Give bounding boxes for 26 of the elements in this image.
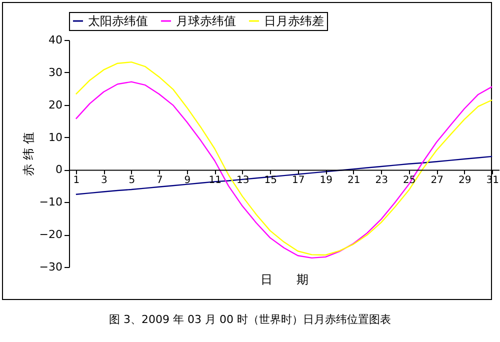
y-tick-label: 0 (56, 163, 62, 176)
x-tick-label: 21 (347, 175, 360, 186)
x-axis-title: 日 期 (260, 272, 308, 286)
y-tick-label: 30 (48, 66, 62, 79)
x-tick-label: 27 (430, 175, 444, 186)
x-tick-label: 3 (100, 175, 108, 186)
x-tick-label: 17 (292, 175, 305, 186)
caption: 图 3、2009 年 03 月 00 时（世界时）日月赤纬位置图表 (108, 312, 392, 327)
legend-label: 月球赤纬值 (176, 14, 236, 28)
x-tick-label: 19 (320, 175, 332, 186)
y-tick-label: 10 (48, 130, 62, 144)
x-tick-label: 7 (156, 175, 163, 186)
y-axis-title: 赤 纬 值 (21, 132, 36, 176)
x-tick-label: 15 (264, 175, 277, 186)
y-tick-label: 20 (48, 98, 62, 112)
x-tick-label: 29 (458, 175, 472, 186)
x-tick-label: 1 (73, 175, 80, 186)
legend-label: 日月赤纬差 (264, 14, 324, 28)
y-tick-label: 40 (48, 34, 62, 46)
y-tick-label: −20 (39, 228, 62, 242)
x-tick-label: 23 (375, 175, 388, 186)
legend-label: 太阳赤纬值 (88, 14, 148, 28)
x-tick-label: 5 (128, 175, 136, 186)
y-tick-label: −30 (39, 260, 62, 274)
x-tick-label: 9 (184, 175, 191, 186)
y-tick-label: −10 (39, 196, 62, 209)
